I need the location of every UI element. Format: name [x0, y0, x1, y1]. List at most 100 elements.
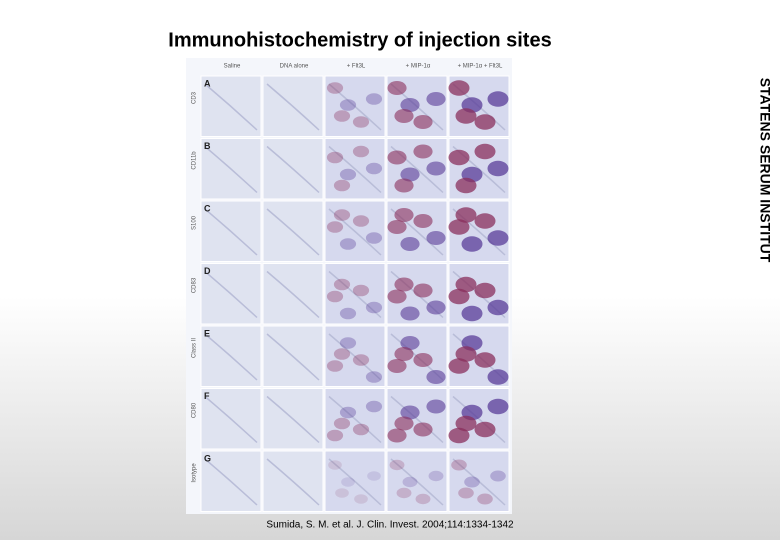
stain: [448, 427, 470, 444]
stain: [426, 231, 446, 245]
stain: [365, 301, 383, 314]
tissue-fiber: [328, 333, 382, 381]
column-header: + MIP-1α + Flt3L: [458, 64, 503, 70]
column-header: Saline: [224, 64, 241, 70]
stain: [448, 358, 470, 374]
stain: [387, 428, 407, 443]
stain: [387, 220, 407, 234]
tissue-fiber: [328, 395, 382, 444]
tissue-fiber: [452, 395, 506, 444]
stain: [394, 178, 414, 193]
stain: [448, 80, 470, 96]
stain: [487, 299, 509, 316]
stain: [426, 370, 446, 384]
tissue-fiber: [204, 270, 258, 319]
stain: [455, 346, 477, 362]
stain: [328, 460, 342, 470]
stain: [365, 93, 383, 105]
row-letter: D: [204, 266, 211, 276]
stain: [413, 353, 433, 367]
row-letter: G: [204, 453, 211, 463]
stain: [400, 306, 420, 321]
tissue-fiber: [266, 333, 320, 381]
stain: [352, 284, 370, 297]
stain: [455, 108, 477, 124]
stain: [413, 144, 433, 159]
row-letter: B: [204, 141, 211, 151]
stain: [413, 422, 433, 437]
stain: [333, 348, 351, 360]
row-label: Class II: [192, 338, 198, 358]
tissue-fiber: [390, 395, 444, 444]
stain: [326, 221, 344, 233]
tissue-fiber: [266, 83, 320, 131]
stain: [458, 487, 474, 499]
stain: [394, 109, 414, 123]
stain: [487, 160, 509, 177]
stain: [400, 98, 420, 112]
tissue-fiber: [266, 270, 320, 319]
stain: [461, 236, 483, 252]
side-text: STATENS SERUM INSTITUT: [757, 78, 773, 263]
stain: [474, 213, 496, 229]
stain: [413, 214, 433, 228]
stain: [352, 423, 370, 436]
row-label: CD83: [192, 277, 198, 293]
stain: [333, 110, 351, 122]
stain: [339, 238, 357, 250]
stain: [326, 360, 344, 372]
stain: [474, 114, 496, 130]
stain: [455, 207, 477, 223]
stain: [326, 429, 344, 442]
stain: [455, 415, 477, 432]
stain: [400, 405, 420, 420]
stain: [387, 359, 407, 373]
stain: [487, 369, 509, 385]
stain: [487, 91, 509, 107]
stain: [326, 82, 344, 94]
stain: [326, 290, 344, 303]
tissue-fiber: [204, 395, 258, 444]
row-label: Isotype: [192, 463, 198, 483]
stain: [464, 476, 480, 488]
citation: Sumida, S. M. et al. J. Clin. Invest. 20…: [266, 520, 514, 531]
stain: [448, 219, 470, 235]
stain: [487, 398, 509, 415]
stain: [451, 459, 467, 471]
stain: [400, 237, 420, 251]
stain: [352, 116, 370, 128]
tissue-fiber: [266, 208, 320, 256]
stain: [333, 417, 351, 430]
slide-title: Immunohistochemistry of injection sites: [168, 29, 551, 51]
stain: [339, 337, 357, 349]
tissue-fiber: [204, 83, 258, 131]
tissue-fiber: [266, 395, 320, 444]
stain: [394, 416, 414, 431]
tissue-fiber: [390, 458, 444, 506]
micrograph: [324, 388, 386, 450]
stain: [389, 459, 405, 471]
stain: [415, 493, 431, 505]
tissue-fiber: [266, 458, 320, 506]
row-label: CD80: [192, 402, 198, 418]
stain: [341, 477, 355, 487]
stain: [400, 167, 420, 182]
stain: [402, 476, 418, 488]
stain: [474, 421, 496, 438]
stain: [333, 179, 351, 192]
stain: [352, 145, 370, 158]
stain: [387, 289, 407, 304]
stain: [339, 168, 357, 181]
stain: [455, 177, 477, 194]
stain: [448, 288, 470, 305]
row-letter: A: [204, 78, 211, 88]
stain: [474, 352, 496, 368]
tissue-fiber: [328, 208, 382, 256]
stain: [365, 400, 383, 413]
row-letter: E: [204, 328, 210, 338]
row-label: S100: [192, 215, 198, 230]
stain: [396, 487, 412, 499]
row-label: CD11b: [192, 151, 198, 170]
